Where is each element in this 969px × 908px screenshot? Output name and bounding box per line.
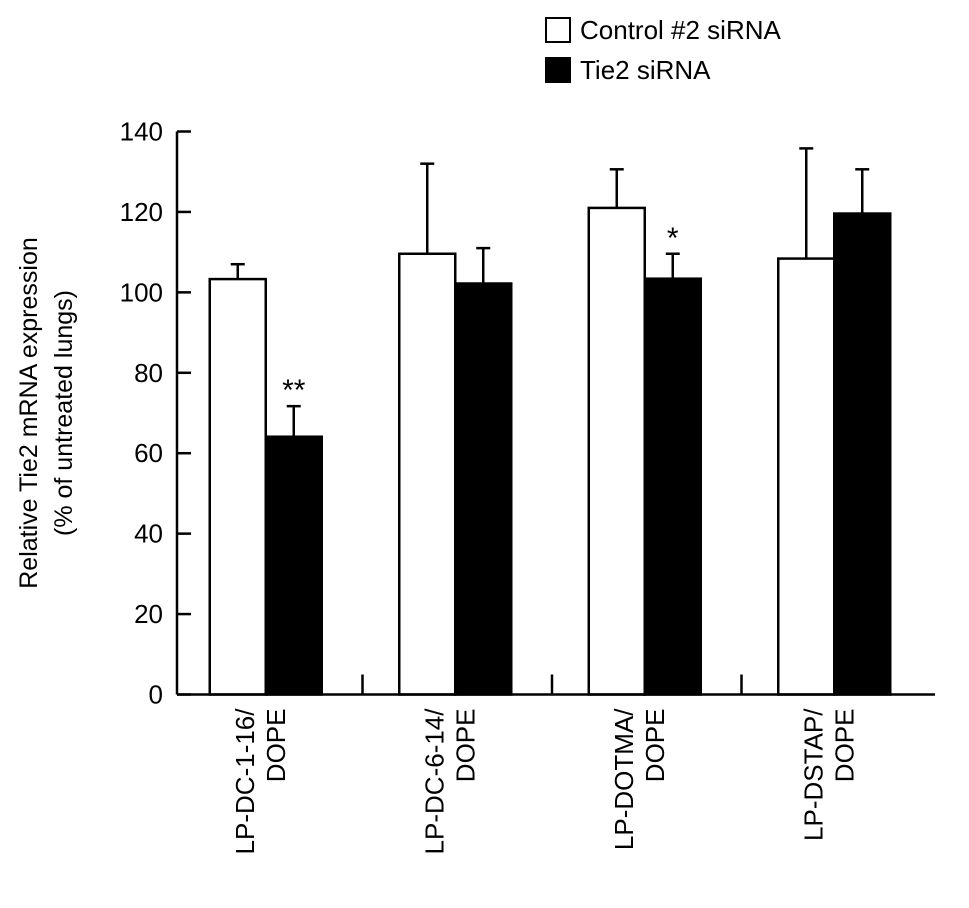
- legend-swatch: [545, 17, 571, 43]
- x-tick-label: LP-DSTAP/: [798, 708, 828, 841]
- bar-control: [398, 252, 457, 696]
- y-tick-label: 60: [134, 438, 163, 468]
- bar-control: [587, 206, 646, 696]
- y-axis-label-line1: Relative Tie2 mRNA expression: [15, 237, 43, 589]
- y-tick-label: 120: [120, 197, 163, 227]
- x-tick-label: DOPE: [450, 709, 480, 783]
- x-tick-label: DOPE: [261, 709, 291, 783]
- x-tick-label: LP-DOTMA/: [609, 708, 639, 850]
- bar-tie2: [643, 277, 702, 696]
- x-tick-label: DOPE: [829, 709, 859, 783]
- y-tick-label: 100: [120, 277, 163, 307]
- significance-marker: **: [282, 374, 306, 407]
- significance-marker: *: [667, 222, 679, 255]
- y-tick-label: 140: [120, 117, 163, 147]
- y-tick-label: 80: [134, 358, 163, 388]
- y-axis: 0 20 40 60 80 100 120 140: [120, 117, 191, 710]
- bars: ***: [208, 147, 892, 696]
- bar-tie2: [454, 282, 513, 696]
- x-tick-label: LP-DC-1-16/: [230, 708, 260, 855]
- y-tick-label: 0: [149, 680, 163, 710]
- y-axis-label-line2: (% of untreated lungs): [50, 290, 78, 536]
- bar-tie2: [264, 435, 323, 696]
- x-tick-label: DOPE: [640, 709, 670, 783]
- y-tick-label: 20: [134, 599, 163, 629]
- y-tick-label: 40: [134, 519, 163, 549]
- x-tick-label: LP-DC-6-14/: [419, 708, 449, 855]
- legend-label: Control #2 siRNA: [580, 15, 782, 45]
- legend-swatch: [545, 57, 571, 83]
- bar-control: [777, 257, 836, 696]
- bar-tie2: [833, 212, 892, 696]
- legend-label: Tie2 siRNA: [580, 55, 711, 85]
- bar-control: [208, 277, 267, 696]
- x-axis: LP-DC-1-16/DOPE LP-DC-6-14/DOPE LP-DOTMA/D…: [177, 674, 935, 855]
- legend: Control #2 siRNA Tie2 siRNA: [545, 15, 782, 85]
